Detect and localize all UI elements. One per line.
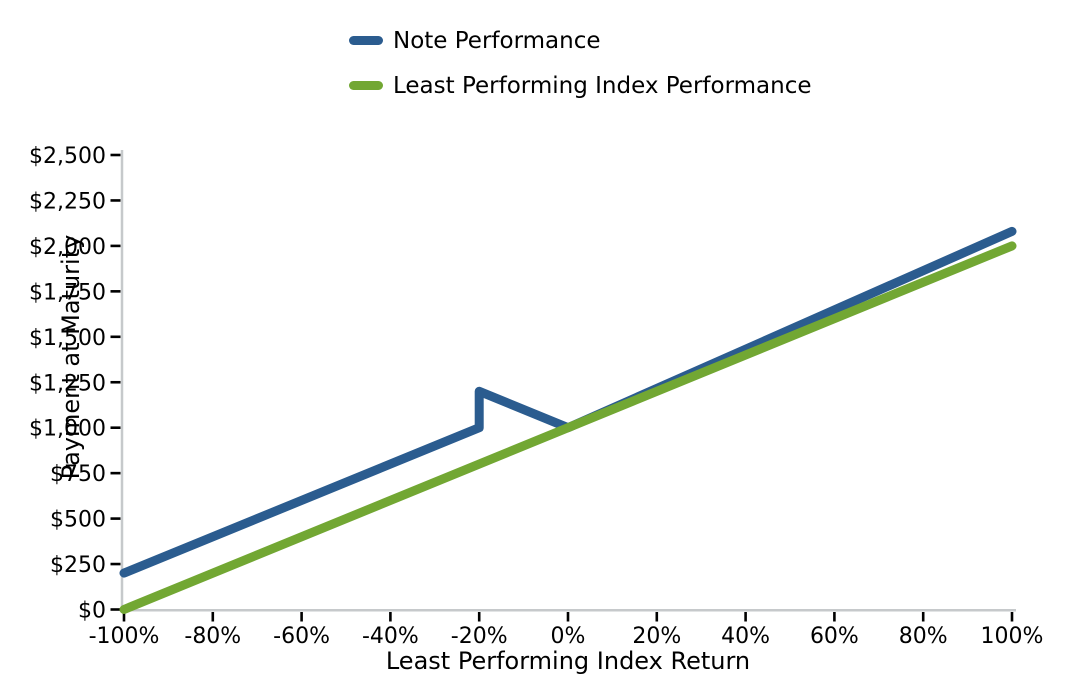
- axes-spines: [120, 150, 1016, 612]
- y-tick-label: $2,250: [29, 189, 106, 214]
- y-tick-label: $1,500: [29, 326, 106, 351]
- x-axis-title: Least Performing Index Return: [386, 647, 750, 675]
- series-lines: [119, 226, 1017, 614]
- legend-row: Note Performance: [349, 27, 812, 54]
- x-tick-label: 20%: [632, 624, 681, 649]
- y-axis-ticks: [110, 153, 121, 611]
- x-tick-label: -100%: [89, 624, 160, 649]
- x-tick-label: 40%: [721, 624, 770, 649]
- x-tick-label: 100%: [981, 624, 1044, 649]
- legend-line-swatch: [349, 36, 383, 45]
- y-tick-labels: $0 $250 $500 $750 $1,000 $1,250 $1,500 $1,750 $2…: [29, 144, 106, 624]
- y-tick-label: $750: [50, 462, 106, 487]
- x-tick-label: -80%: [184, 624, 241, 649]
- x-tick-label: -60%: [273, 624, 330, 649]
- note-performance-line: [119, 226, 1017, 578]
- y-tick-label: $1,000: [29, 417, 106, 442]
- legend-label: Least Performing Index Performance: [393, 72, 812, 99]
- x-tick-labels: -100% -80% -60% -40% -20% 0% 20% 40% 60% 80% 100%: [89, 624, 1044, 649]
- y-tick-label: $500: [50, 508, 106, 533]
- x-tick-label: 0%: [551, 624, 586, 649]
- x-tick-label: -20%: [451, 624, 508, 649]
- y-tick-label: $1,750: [29, 280, 106, 305]
- legend: Note Performance Least Performing Index P…: [349, 27, 812, 99]
- legend-row: Least Performing Index Performance: [349, 72, 812, 99]
- least-performing-index-performance-line: [119, 241, 1017, 614]
- x-axis-ticks: [122, 612, 1014, 622]
- y-tick-label: $2,500: [29, 144, 106, 169]
- x-tick-label: 80%: [899, 624, 948, 649]
- x-tick-label: -40%: [362, 624, 419, 649]
- y-tick-label: $2,000: [29, 235, 106, 260]
- y-tick-label: $0: [78, 599, 106, 624]
- y-tick-label: $250: [50, 553, 106, 578]
- y-tick-label: $1,250: [29, 371, 106, 396]
- y-axis-title: Payment at Maturity: [57, 235, 85, 480]
- legend-label: Note Performance: [393, 27, 601, 54]
- legend-line-swatch: [349, 81, 383, 90]
- x-tick-label: 60%: [810, 624, 859, 649]
